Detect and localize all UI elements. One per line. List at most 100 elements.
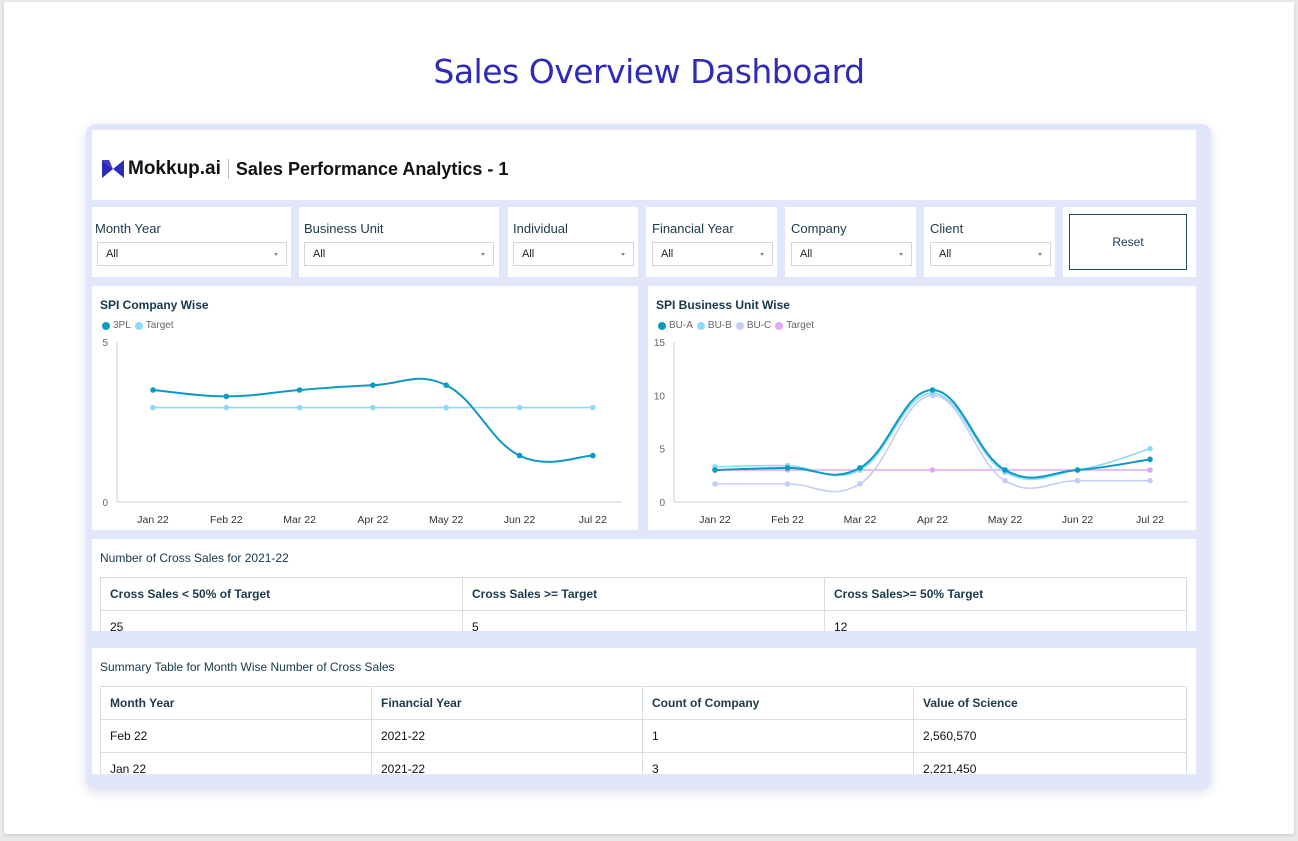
data-point: [784, 465, 791, 471]
table-row: 25 5 12: [100, 610, 1187, 631]
y-tick-label: 10: [654, 391, 666, 402]
legend-label: Target: [786, 320, 815, 331]
chart-title: SPI Company Wise: [100, 298, 209, 312]
table-cell: 2,221,450: [913, 752, 1187, 774]
filter-label: Month Year: [95, 221, 161, 236]
mokkup-logo-icon: [102, 160, 124, 178]
chevron-down-icon: [760, 253, 764, 256]
logo-text: Mokkup.ai: [128, 158, 221, 179]
report-title: Sales Performance Analytics - 1: [235, 158, 509, 179]
financial-year-select[interactable]: All: [652, 242, 773, 266]
column-header[interactable]: Financial Year: [371, 686, 643, 720]
data-point: [516, 452, 523, 459]
filter-month-year: Month Year All: [92, 207, 291, 277]
x-tick-label: May 22: [988, 514, 1023, 526]
legend-dot: [102, 321, 110, 330]
table-cell: 2,560,570: [913, 719, 1187, 753]
filter-label: Financial Year: [652, 221, 734, 236]
column-header[interactable]: Count of Company: [642, 686, 914, 720]
legend-dot: [658, 321, 666, 330]
legend-label: Target: [145, 320, 174, 331]
y-tick-label: 5: [659, 445, 665, 456]
data-point: [223, 393, 230, 400]
legend-label: BU-C: [746, 320, 772, 331]
spi-company-chart: 0 5 Jan 22 Feb 22 Mar 22 Apr 22 May 22 Jun 22 Ju…: [102, 338, 622, 526]
section-title: Number of Cross Sales for 2021-22: [100, 551, 289, 565]
series-line-bu-c: [715, 394, 1150, 493]
section-title: Summary Table for Month Wise Number of C…: [100, 660, 395, 674]
cross-sales-panel: Number of Cross Sales for 2021-22 Cross …: [92, 539, 1196, 631]
x-tick-label: Jan 22: [137, 514, 169, 526]
table-cell: 25: [100, 610, 463, 631]
y-tick-label: 0: [659, 498, 665, 509]
spi-business-unit-chart-panel: SPI Business Unit Wise BU-A BU-B BU-C Ta…: [648, 286, 1196, 530]
filter-individual: Individual All: [508, 207, 638, 277]
filter-business-unit: Business Unit All: [299, 207, 499, 277]
legend-item[interactable]: Target: [775, 320, 814, 331]
series-line-3pl: [152, 377, 593, 463]
column-header[interactable]: Value of Science: [913, 686, 1187, 720]
chart-legend: 3PL Target: [102, 320, 178, 331]
header-divider: [227, 159, 229, 179]
legend-label: BU-B: [707, 320, 732, 331]
series-line-bu-a: [714, 388, 1151, 479]
series-line-bu-b: [714, 392, 1151, 481]
chevron-down-icon: [899, 253, 903, 256]
table-header-row: Month Year Financial Year Count of Compa…: [100, 686, 1187, 720]
select-value: All: [522, 248, 535, 260]
data-point: [516, 404, 523, 411]
chevron-down-icon: [1038, 253, 1042, 256]
chart-legend: BU-A BU-B BU-C Target: [658, 320, 818, 331]
x-tick-label: Jun 22: [504, 514, 536, 526]
cross-sales-table: Cross Sales < 50% of Target Cross Sales …: [100, 577, 1187, 631]
month-year-select[interactable]: All: [97, 242, 287, 266]
data-point: [590, 404, 596, 411]
column-header[interactable]: Cross Sales>= 50% Target: [824, 577, 1187, 611]
legend-item[interactable]: 3PL: [102, 320, 131, 331]
data-point: [296, 404, 303, 411]
column-header[interactable]: Cross Sales >= Target: [462, 577, 825, 611]
legend-dot: [735, 321, 744, 330]
table-cell: 2021-22: [371, 719, 643, 753]
company-select[interactable]: All: [791, 242, 912, 266]
legend-item[interactable]: BU-A: [658, 320, 693, 331]
data-point: [1002, 477, 1008, 484]
spi-business-unit-chart: 0 5 10 15 Jan 22 Feb 22 Mar 22 Apr 22 May 22 Jun …: [654, 338, 1188, 526]
filter-client: Client All: [924, 207, 1055, 277]
filter-label: Client: [930, 221, 964, 236]
x-tick-label: Mar 22: [283, 514, 316, 526]
column-header[interactable]: Month Year: [100, 686, 372, 720]
data-point: [1147, 445, 1153, 452]
x-tick-label: Jan 22: [699, 514, 731, 526]
logo: Mokkup.ai Sales Performance Analytics - …: [102, 158, 508, 180]
client-select[interactable]: All: [930, 242, 1051, 266]
summary-table: Month Year Financial Year Count of Compa…: [100, 686, 1187, 774]
legend-item[interactable]: BU-C: [735, 320, 772, 331]
select-value: All: [313, 248, 326, 260]
filter-label: Company: [791, 221, 847, 236]
x-tick-label: Apr 22: [917, 514, 948, 526]
select-value: All: [661, 248, 674, 260]
table-cell: 3: [642, 752, 914, 774]
data-point: [1147, 456, 1153, 463]
reset-button[interactable]: Reset: [1069, 214, 1187, 270]
legend-label: BU-A: [669, 320, 693, 331]
individual-select[interactable]: All: [513, 242, 634, 266]
business-unit-select[interactable]: All: [304, 242, 494, 266]
x-tick-label: Jul 22: [1136, 514, 1164, 526]
chevron-down-icon: [481, 253, 485, 256]
report-header: Mokkup.ai Sales Performance Analytics - …: [92, 130, 1196, 200]
y-tick-label: 15: [654, 338, 666, 349]
spi-company-chart-panel: SPI Company Wise 3PL Target 0 5 Jan 22 Feb …: [92, 286, 638, 530]
legend-item[interactable]: BU-B: [696, 320, 732, 331]
data-point: [712, 481, 718, 487]
data-point: [1002, 467, 1008, 473]
data-point: [150, 404, 156, 411]
reset-panel: Reset: [1063, 207, 1196, 277]
filter-label: Individual: [513, 221, 568, 236]
x-tick-label: Feb 22: [210, 514, 243, 526]
legend-item[interactable]: Target: [134, 320, 174, 331]
data-point: [857, 465, 863, 471]
table-row: Feb 22 2021-22 1 2,560,570: [100, 719, 1187, 753]
column-header[interactable]: Cross Sales < 50% of Target: [100, 577, 463, 611]
